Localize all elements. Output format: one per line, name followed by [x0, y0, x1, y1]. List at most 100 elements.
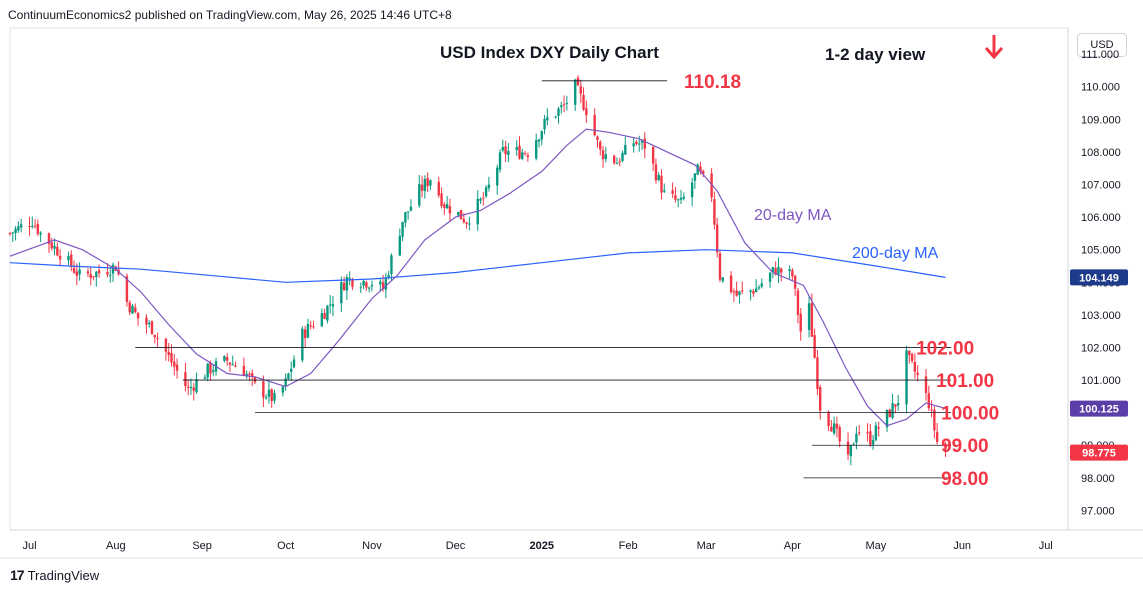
candle-body — [8, 233, 12, 235]
candle-body — [340, 282, 343, 304]
level-label: 101.00 — [936, 371, 994, 392]
candle-body — [515, 146, 518, 151]
y-tick-label: 101.000 — [1081, 375, 1121, 387]
candle-body — [323, 313, 326, 319]
candle-body — [56, 246, 59, 256]
candle-body — [348, 277, 351, 279]
candle-body — [31, 225, 34, 227]
candle-body — [342, 282, 346, 291]
candle-body — [846, 441, 850, 455]
candle-body — [735, 290, 738, 296]
candle-body — [404, 212, 407, 223]
candle-body — [526, 155, 530, 158]
candle-body — [679, 197, 683, 200]
candle-body — [359, 287, 363, 289]
candle-body — [290, 368, 293, 372]
candle-body — [75, 271, 79, 276]
candle-body — [401, 221, 404, 237]
candle-body — [58, 255, 62, 260]
candle-body — [426, 177, 429, 187]
candle-body — [891, 403, 894, 418]
candle-body — [14, 228, 17, 233]
candle-body — [838, 427, 841, 442]
candle-body — [448, 206, 452, 214]
candle-body — [136, 312, 140, 319]
candle-body — [231, 364, 234, 366]
candle-body — [774, 268, 777, 275]
x-tick-label: Oct — [277, 540, 294, 552]
candle-body — [935, 431, 939, 442]
candle-body — [479, 198, 482, 201]
candle-body — [894, 404, 897, 407]
candle-body — [799, 313, 802, 332]
x-tick-label: Jul — [1039, 540, 1053, 552]
level-label: 110.18 — [684, 72, 741, 93]
candle-body — [518, 145, 521, 159]
candle-body — [835, 423, 839, 429]
candle-body — [351, 278, 354, 287]
candle-body — [671, 190, 674, 194]
candle-body — [206, 363, 209, 378]
candle-body — [128, 302, 131, 313]
candle-body — [857, 432, 861, 434]
candle-body — [19, 224, 23, 228]
candle-body — [896, 402, 900, 406]
candle-body — [398, 235, 401, 256]
candle-body — [777, 266, 780, 275]
currency-label[interactable]: USD — [1077, 33, 1127, 57]
candle-body — [791, 270, 794, 277]
candle-body — [209, 362, 212, 374]
candle-body — [418, 184, 421, 206]
candle-body — [253, 377, 257, 383]
candle-body — [78, 269, 81, 275]
candle-body — [523, 153, 527, 155]
y-tick-label: 107.000 — [1081, 179, 1121, 191]
candle-body — [462, 219, 466, 223]
candle-body — [546, 117, 549, 121]
candle-body — [148, 322, 151, 325]
candle-body — [173, 361, 176, 367]
candle-body — [468, 223, 471, 225]
candle-body — [287, 373, 290, 379]
candle-body — [153, 334, 156, 338]
candle-body — [242, 365, 246, 376]
y-tick-label: 105.000 — [1081, 245, 1121, 257]
candle-body — [443, 204, 446, 208]
candle-body — [384, 277, 388, 290]
candle-body — [543, 118, 546, 130]
candle-body — [326, 305, 329, 321]
level-label: 100.00 — [941, 404, 999, 425]
candle-body — [390, 255, 393, 275]
candle-body — [189, 387, 193, 389]
candle-body — [33, 225, 37, 227]
candle-body — [195, 379, 198, 393]
candle-body — [223, 356, 226, 361]
candle-body — [125, 276, 129, 302]
x-tick-label: May — [865, 540, 886, 552]
candle-body — [702, 170, 705, 174]
candle-body — [248, 373, 251, 376]
candle-body — [557, 108, 560, 116]
candle-body — [579, 86, 582, 94]
candle-body — [640, 140, 644, 143]
candle-body — [17, 226, 20, 231]
candle-body — [874, 425, 878, 441]
price-badge-label: 104.149 — [1079, 272, 1119, 284]
x-tick-label: Aug — [106, 540, 126, 552]
x-tick-label: Mar — [697, 540, 716, 552]
candle-body — [86, 271, 90, 274]
candle-body — [106, 271, 109, 275]
candle-body — [540, 131, 543, 140]
candle-body — [234, 365, 237, 367]
candle-body — [284, 378, 287, 386]
candle-body — [651, 146, 655, 164]
y-tick-label: 111.000 — [1081, 49, 1119, 61]
candle-body — [457, 211, 460, 216]
candle-body — [440, 193, 443, 207]
candle-body — [699, 166, 702, 172]
footer: 17 TradingView — [10, 567, 99, 583]
candle-body — [345, 277, 349, 291]
candle-body — [908, 350, 911, 356]
candle-body — [916, 372, 919, 375]
